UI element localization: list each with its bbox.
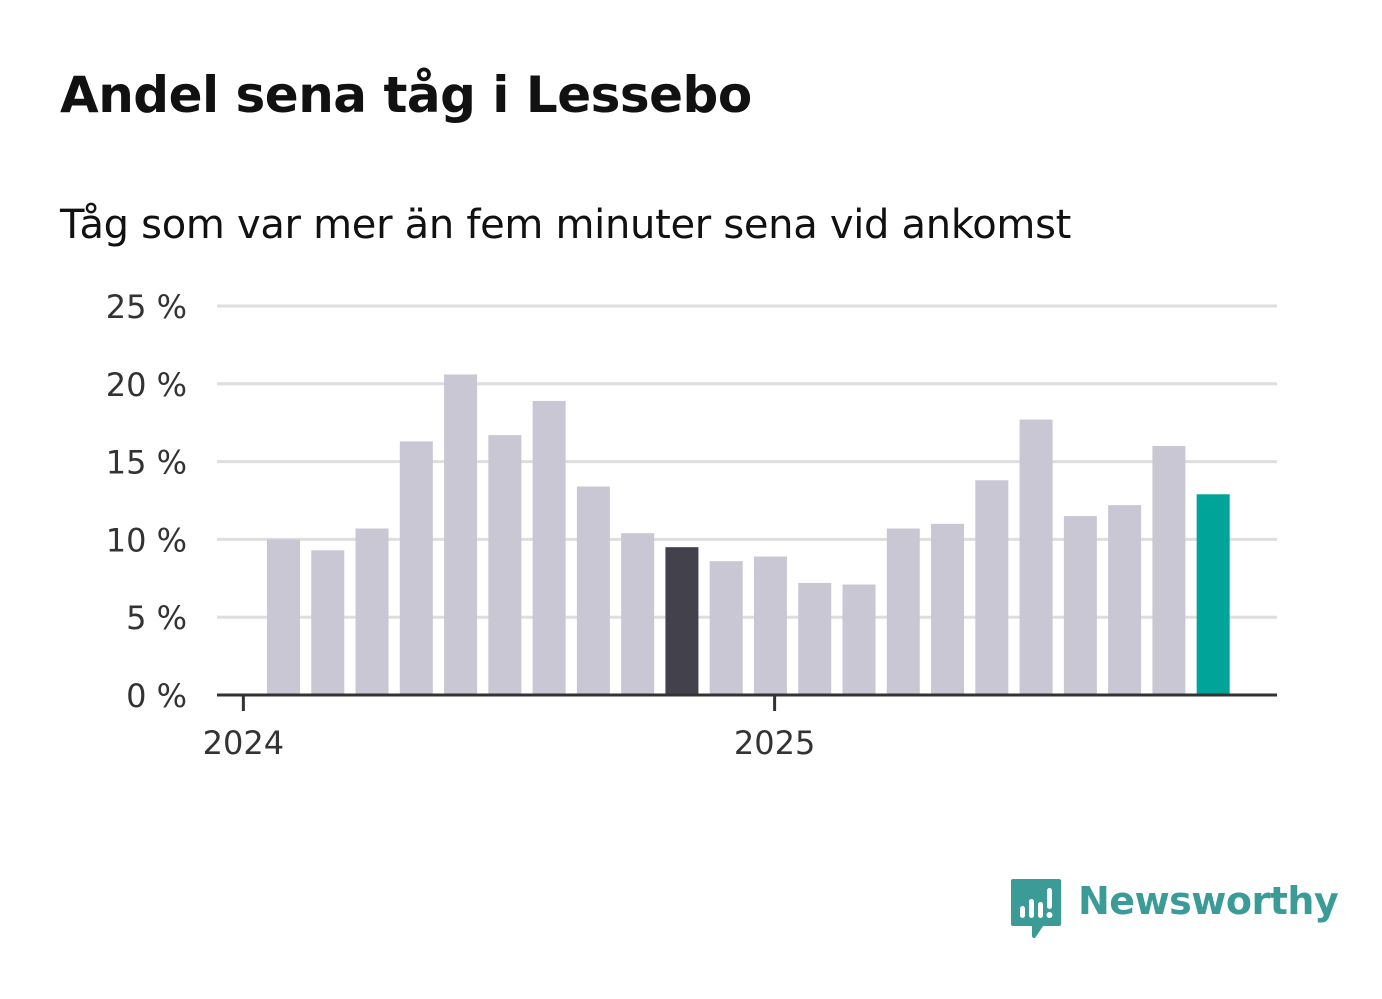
- bar-chart: 0 % 5 % 10 % 15 % 20 % 25 % 2024 2025: [106, 288, 1277, 762]
- bar-2024-11: [709, 561, 743, 695]
- y-tick-label: 20 %: [106, 366, 187, 404]
- bar-2025-07: [1063, 516, 1097, 695]
- x-tick-label: 2025: [734, 724, 815, 762]
- bar-2025-05: [975, 480, 1009, 695]
- y-tick-label: 25 %: [106, 288, 187, 326]
- bar-2024-08: [576, 486, 610, 695]
- bar-2024-02: [311, 550, 345, 695]
- bar-2025-01: [798, 582, 832, 695]
- y-tick-label: 10 %: [106, 521, 187, 559]
- x-tick-label: 2024: [203, 724, 284, 762]
- bar-2025-06: [1019, 419, 1053, 695]
- bar-2025-09: [1152, 446, 1186, 695]
- bar-2024-06: [488, 435, 522, 695]
- bar-2025-03: [886, 528, 920, 695]
- y-tick-label: 5 %: [126, 599, 187, 637]
- bar-2024-07: [532, 400, 566, 695]
- bar-2024-04: [399, 441, 433, 695]
- bar-2024-09: [621, 533, 655, 695]
- newsworthy-logo: Newsworthy: [1010, 878, 1339, 942]
- brand-name: Newsworthy: [1078, 879, 1339, 923]
- bar-2024-03: [355, 528, 389, 695]
- bar-2024-01: [267, 539, 300, 695]
- y-tick-label: 15 %: [106, 444, 187, 482]
- bars: [267, 374, 1230, 695]
- bar-2025-10: [1196, 494, 1230, 695]
- y-tick-label: 0 %: [126, 677, 187, 715]
- bar-2024-12: [753, 556, 787, 695]
- axes: 0 % 5 % 10 % 15 % 20 % 25 % 2024 2025: [106, 288, 1277, 762]
- chart-subtitle: Tåg som var mer än fem minuter sena vid …: [60, 202, 1072, 248]
- bar-2025-08: [1108, 505, 1142, 695]
- bar-2024-10: [665, 547, 699, 695]
- gridlines: [217, 304, 1277, 619]
- bar-2025-04: [931, 523, 965, 695]
- chart-title: Andel sena tåg i Lessebo: [60, 66, 752, 124]
- bar-2024-05: [444, 374, 478, 695]
- bar-2025-02: [842, 584, 876, 695]
- newsworthy-logo-icon: [1011, 879, 1061, 938]
